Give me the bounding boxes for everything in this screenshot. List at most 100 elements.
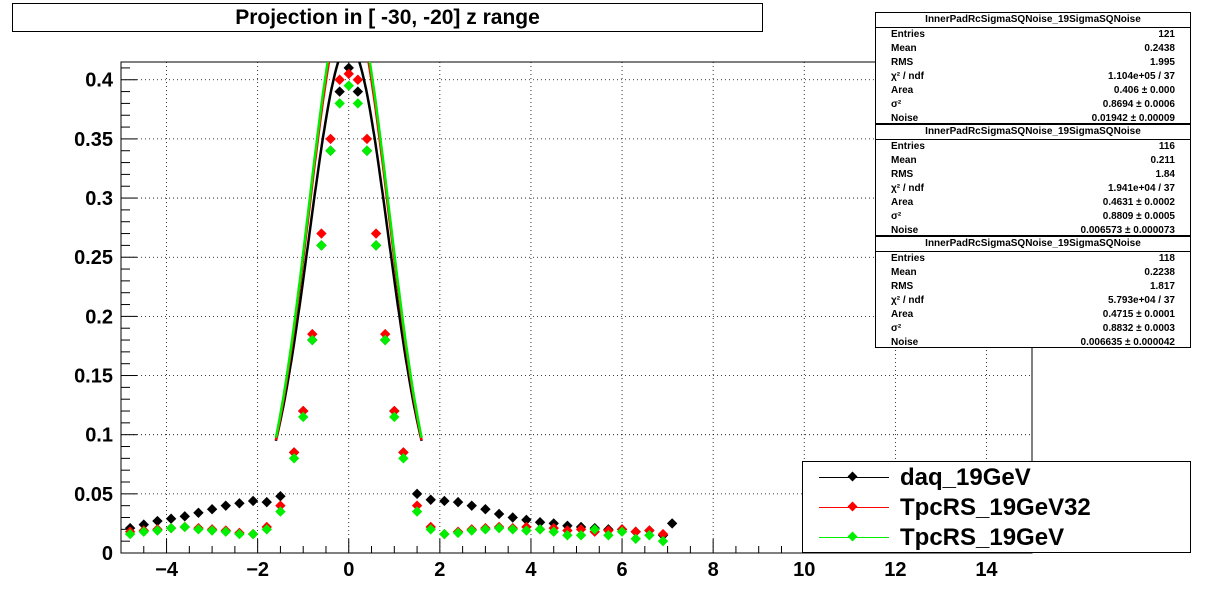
data-point-TpcRS_19GeV: [261, 524, 272, 535]
data-point-TpcRS_19GeV: [334, 98, 345, 109]
data-point-daq_19GeV: [480, 504, 491, 515]
data-point-TpcRS_19GeV: [439, 528, 450, 540]
stats-key: Mean: [891, 267, 917, 278]
y-tick-label: 0.25: [74, 247, 113, 269]
stats-value: 0.01942 ± 0.00009: [1091, 113, 1175, 124]
y-tick-label: 0: [102, 543, 113, 565]
data-point-TpcRS_19GeV: [480, 524, 491, 535]
data-point-daq_19GeV: [206, 504, 218, 515]
data-point-daq_19GeV: [452, 496, 464, 508]
stats-row: χ² / ndf 1.941e+04 / 37: [876, 182, 1190, 196]
y-tick-label: 0.1: [85, 425, 113, 447]
stats-value: 0.2238: [1144, 267, 1175, 278]
data-point-TpcRS_19GeV: [288, 453, 300, 464]
stats-value: 118: [1158, 253, 1175, 264]
data-point-daq_19GeV: [352, 86, 364, 97]
stats-key: RMS: [891, 57, 914, 68]
x-tick-label: 0: [343, 559, 354, 581]
stats-key: Mean: [891, 155, 917, 166]
y-tick-label: 0.15: [74, 366, 113, 388]
legend-entry: daq_19GeV: [803, 463, 1190, 493]
data-point-TpcRS_19GeV: [493, 522, 505, 534]
stats-row: Mean 0.2238: [876, 266, 1190, 280]
stats-key: Noise: [891, 113, 919, 124]
stats-value: 0.006573 ± 0.000073: [1080, 225, 1175, 236]
data-point-TpcRS_19GeV: [138, 526, 149, 537]
data-point-TpcRS_19GeV: [193, 524, 204, 535]
data-point-TpcRS_19GeV: [603, 530, 614, 541]
stats-row: σ² 0.8832 ± 0.0003: [876, 322, 1190, 336]
data-point-daq_19GeV: [247, 495, 259, 507]
stats-key: χ² / ndf: [891, 71, 924, 82]
stats-value: 0.8832 ± 0.0003: [1102, 323, 1175, 334]
data-point-TpcRS_19GeV: [644, 530, 655, 541]
stats-value: 0.2438: [1144, 43, 1175, 54]
stats-row: RMS 1.995: [876, 56, 1190, 70]
stats-row: RMS 1.817: [876, 280, 1190, 294]
data-point-TpcRS_19GeV: [234, 528, 245, 540]
y-tick-label: 0.05: [74, 484, 113, 506]
data-point-TpcRS_19GeV: [297, 411, 309, 423]
stats-row: χ² / ndf 1.104e+05 / 37: [876, 70, 1190, 84]
legend-marker-icon: [847, 501, 858, 512]
data-point-TpcRS_19GeV: [352, 98, 364, 109]
data-point-TpcRS_19GeV: [452, 527, 464, 539]
x-tick-label: 12: [884, 559, 906, 581]
data-point-daq_19GeV: [234, 498, 245, 509]
data-point-daq_19GeV: [220, 500, 231, 511]
data-point-daq_19GeV: [334, 86, 345, 97]
stats-row: Area 0.4715 ± 0.0001: [876, 308, 1190, 322]
data-point-TpcRS_19GeV: [307, 334, 318, 346]
y-tick-label: 0.4: [85, 70, 114, 92]
legend-entry: TpcRS_19GeV: [803, 523, 1190, 553]
data-point-TpcRS_19GeV: [575, 530, 587, 541]
data-point-TpcRS_19GeV: [361, 145, 373, 156]
legend-marker-icon: [847, 471, 858, 482]
data-point-TpcRS_19GeV: [548, 526, 559, 537]
data-point-TpcRS_19GeV32: [325, 133, 336, 145]
data-point-TpcRS_19GeV: [179, 521, 190, 533]
stats-key: RMS: [891, 281, 914, 292]
stats-key: Entries: [891, 141, 925, 152]
data-point-TpcRS_19GeV: [220, 526, 231, 537]
data-point-TpcRS_19GeV: [616, 526, 628, 537]
data-point-TpcRS_19GeV32: [334, 74, 345, 85]
legend-label: TpcRS_19GeV: [900, 524, 1065, 551]
stats-value: 0.406 ± 0.000: [1113, 85, 1175, 96]
data-point-TpcRS_19GeV: [389, 411, 400, 423]
stats-key: Entries: [891, 29, 925, 40]
data-point-daq_19GeV: [466, 500, 477, 511]
data-point-TpcRS_19GeV: [630, 533, 641, 545]
fit-curve-0: [274, 62, 423, 442]
x-tick-label: 2: [434, 559, 445, 581]
x-tick-label: 6: [616, 559, 627, 581]
stats-key: σ²: [891, 99, 902, 110]
stats-key: Entries: [891, 253, 925, 264]
legend-label: TpcRS_19GeV32: [900, 494, 1091, 521]
legend-label: daq_19GeV: [900, 464, 1031, 491]
stats-row: σ² 0.8809 ± 0.0005: [876, 210, 1190, 224]
stats-key: Area: [891, 85, 914, 96]
stats-value: 116: [1158, 141, 1175, 152]
stats-value: 1.817: [1149, 281, 1175, 292]
stats-value: 5.793e+04 / 37: [1107, 295, 1175, 306]
data-point-TpcRS_19GeV: [466, 525, 477, 536]
data-point-daq_19GeV: [493, 508, 505, 520]
stats-key: χ² / ndf: [891, 295, 924, 306]
data-point-TpcRS_19GeV: [521, 525, 532, 536]
data-point-daq_19GeV: [179, 511, 190, 522]
stats-box: InnerPadRcSigmaSQNoise_19SigmaSQNoise Ent…: [875, 124, 1191, 236]
data-point-TpcRS_19GeV: [379, 334, 391, 346]
data-point-TpcRS_19GeV32: [316, 228, 327, 239]
stats-value: 0.8694 ± 0.0006: [1102, 99, 1175, 110]
data-point-daq_19GeV: [666, 518, 678, 529]
stats-value: 0.8809 ± 0.0005: [1102, 211, 1175, 222]
y-tick-label: 0.3: [85, 188, 113, 210]
data-point-TpcRS_19GeV: [411, 506, 423, 517]
stats-box: InnerPadRcSigmaSQNoise_19SigmaSQNoise Ent…: [875, 12, 1191, 124]
y-tick-label: 0.2: [85, 306, 113, 328]
data-point-TpcRS_19GeV: [124, 528, 136, 540]
x-tick-label: −2: [246, 559, 269, 581]
stats-row: σ² 0.8694 ± 0.0006: [876, 98, 1190, 112]
data-point-TpcRS_19GeV: [534, 524, 546, 535]
